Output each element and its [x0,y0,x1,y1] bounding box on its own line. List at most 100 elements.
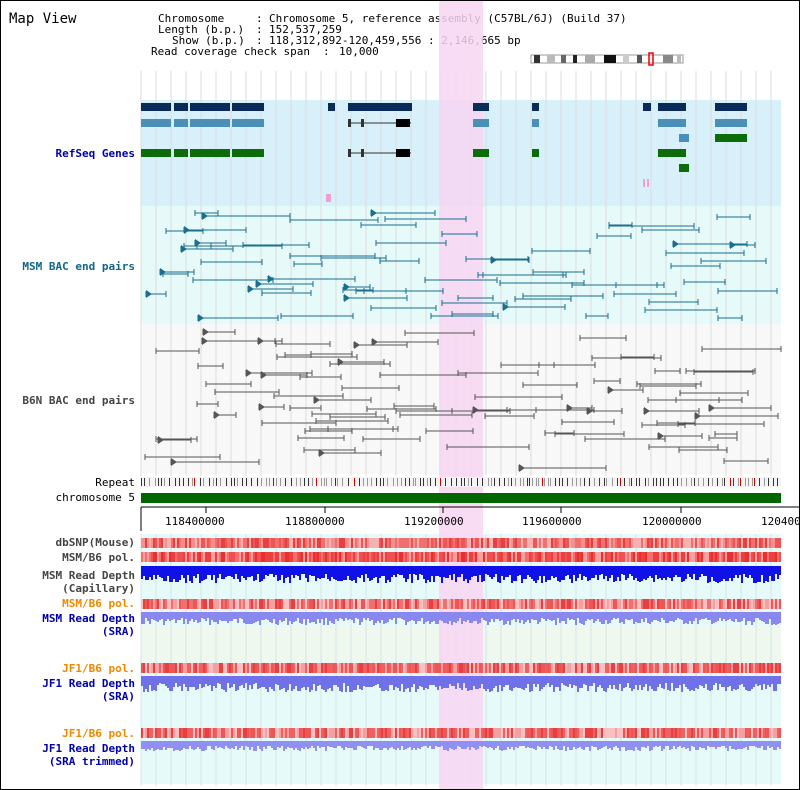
depth-bar [735,566,737,575]
heat-cell [381,599,383,609]
track-label-b6n-bac[interactable]: B6N BAC end pairs [22,394,135,407]
heat-cell [655,728,657,738]
heat-cell [549,728,551,738]
heat-cell [227,599,229,609]
heat-cell [333,663,335,673]
heat-cell [169,663,171,673]
heat-cell [191,552,193,562]
depth-bar [773,676,775,691]
depth-bar [375,676,377,685]
depth-bar [735,741,737,750]
heat-cell [255,552,257,562]
heat-cell [157,538,159,548]
depth-bar [357,676,359,685]
track-label-msm-depth-sra[interactable]: MSM Read Depth (SRA) [3,612,135,638]
heat-cell [587,538,589,548]
depth-bar [435,741,437,746]
heat-cell [141,663,143,673]
depth-bar [379,676,381,688]
depth-bar [157,566,159,575]
chromosome-bar[interactable] [141,493,781,503]
depth-bar [555,566,557,577]
heat-cell [313,538,315,548]
msm-bac-track[interactable] [145,209,778,322]
track-label-jf1-depth-trimmed[interactable]: JF1 Read Depth (SRA trimmed) [3,742,135,768]
bac-end-marker [202,212,208,220]
depth-bar [699,676,701,685]
depth-bar [343,741,345,750]
heat-cell [177,728,179,738]
heat-cell [345,552,347,562]
heat-cell [631,728,633,738]
repeat-element [304,478,305,486]
depth-bar [625,566,627,580]
depth-bar [707,612,709,620]
depth-bar [567,612,569,618]
depth-bar [393,566,395,575]
heat-cell [317,663,319,673]
track-label-msm-b6-pol[interactable]: MSM/B6 pol. [62,551,135,564]
heat-cell [497,599,499,609]
heat-cell [611,663,613,673]
heat-cell [331,663,333,673]
heat-cell [401,663,403,673]
depth-bar [313,612,315,622]
track-label-jf1-b6-pol-2[interactable]: JF1/B6 pol. [62,727,135,740]
depth-bar [499,676,501,685]
depth-bar [515,741,517,747]
repeat-element [580,478,581,486]
track-label-msm-b6-pol-2[interactable]: MSM/B6 pol. [62,597,135,610]
heat-cell [225,552,227,562]
heat-cell [199,538,201,548]
heat-cell [515,552,517,562]
heat-cell [201,599,203,609]
repeat-element [158,478,159,486]
heat-cell [191,599,193,609]
repeat-element [777,478,778,486]
heat-cell [633,599,635,609]
heat-cell [479,599,481,609]
depth-bar [275,741,277,750]
heat-cell [165,728,167,738]
repeat-element [413,478,414,486]
heat-cell [325,728,327,738]
repeat-element [380,478,381,486]
track-label-msm-depth-capillary[interactable]: MSM Read Depth (Capillary) [3,569,135,595]
heat-cell [745,552,747,562]
selected-region-highlight[interactable] [439,1,483,789]
refseq-gene-track[interactable] [141,103,747,202]
track-label-msm-bac[interactable]: MSM BAC end pairs [22,260,135,273]
variation-tracks[interactable] [141,538,781,751]
depth-bar [491,741,493,748]
chromosome-ideogram[interactable] [530,52,684,66]
bac-end-marker [473,406,479,414]
heat-cell [487,599,489,609]
track-label-dbsnp[interactable]: dbSNP(Mouse) [55,536,135,549]
depth-bar [395,741,397,750]
track-label-jf1-b6-pol[interactable]: JF1/B6 pol. [62,662,135,675]
depth-bar [463,741,465,749]
depth-bar [749,741,751,746]
track-label-jf1-depth-sra[interactable]: JF1 Read Depth (SRA) [3,677,135,703]
heat-cell [183,663,185,673]
heat-cell [553,552,555,562]
depth-bar [199,676,201,684]
depth-bar [239,612,241,618]
b6n-bac-track[interactable] [144,328,782,472]
depth-bar [643,566,645,579]
heat-cell [145,663,147,673]
depth-bar [379,566,381,578]
heat-cell [751,663,753,673]
depth-bar [459,566,461,577]
depth-bar [517,612,519,619]
gene-exon [141,119,171,127]
heat-cell [227,728,229,738]
heat-cell [697,728,699,738]
depth-bar [213,741,215,750]
repeat-track[interactable] [141,477,781,487]
heat-cell [257,538,259,548]
depth-bar [407,741,409,748]
heat-cell [373,552,375,562]
track-label-refseq[interactable]: RefSeq Genes [55,147,135,160]
